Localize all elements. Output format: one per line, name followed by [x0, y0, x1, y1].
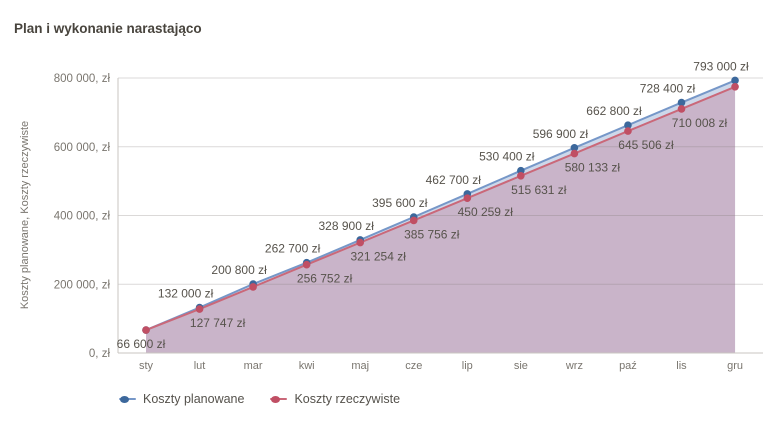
data-point-koszty-planowane-lis[interactable]: [677, 98, 686, 107]
data-point-koszty-rzeczywiste-mar[interactable]: [249, 283, 257, 291]
y-tick-label: 200 000, zł: [54, 279, 111, 291]
series-lines: [145, 79, 736, 332]
month-label-cze: cze: [405, 360, 422, 372]
data-point-koszty-rzeczywiste-lip[interactable]: [463, 194, 472, 202]
value-label-lut: 127 747 zł: [190, 316, 246, 330]
value-label-lis: 728 400 zł: [640, 82, 696, 96]
value-label-mar: 200 800 zł: [211, 263, 267, 277]
data-point-koszty-rzeczywiste-maj[interactable]: [356, 238, 365, 247]
data-point-koszty-planowane-gru[interactable]: [731, 76, 739, 85]
value-label-maj: 328 900 zł: [319, 219, 375, 233]
data-point-koszty-rzeczywiste-sie[interactable]: [517, 172, 525, 180]
area-fill-1: [146, 86, 736, 354]
data-point-koszty-rzeczywiste-cze[interactable]: [409, 216, 418, 225]
legend-item-koszty-planowane[interactable]: Koszty planowane: [119, 392, 244, 406]
value-label-lip: 462 700 zł: [426, 173, 482, 187]
chart-title: Plan i wykonanie narastająco: [14, 21, 202, 36]
y-tick-label: 400 000, zł: [54, 211, 111, 223]
series-line-0: [145, 79, 736, 332]
area-fills: [146, 80, 736, 354]
data-point-koszty-rzeczywiste-wrz[interactable]: [570, 149, 579, 158]
month-label-lut: lut: [194, 360, 206, 372]
value-label-kwi: 256 752 zł: [297, 272, 353, 286]
data-point-koszty-rzeczywiste-sty[interactable]: [142, 326, 150, 334]
value-label-wrz: 580 133 zł: [565, 161, 621, 175]
data-point-koszty-rzeczywiste-kwi[interactable]: [302, 260, 311, 269]
y-tick-label: 0, zł: [89, 348, 111, 360]
month-label-lis: lis: [676, 360, 687, 372]
series-line-1: [145, 85, 736, 332]
area-chart: 0, zł 200 000, zł 400 000, zł 600 000, zł 80…: [54, 59, 763, 372]
value-label-sie: 515 631 zł: [511, 183, 567, 197]
data-point-koszty-planowane-paź[interactable]: [624, 121, 632, 129]
data-points: [142, 76, 739, 334]
value-label-kwi: 262 700 zł: [265, 242, 321, 256]
month-label-kwi: kwi: [299, 360, 315, 372]
data-point-koszty-planowane-wrz[interactable]: [570, 144, 579, 152]
value-label-paź: 662 800 zł: [586, 104, 642, 118]
value-label-paź: 645 506 zł: [618, 138, 674, 152]
value-label-sty: 66 600 zł: [117, 337, 166, 351]
x-axis-month-labels: sty lut mar kwi maj cze lip sie wrz paź lis gru: [139, 360, 743, 372]
value-label-gru: 793 000 zł: [693, 59, 749, 73]
value-label-wrz: 596 900 zł: [533, 127, 589, 141]
value-label-maj: 321 254 zł: [351, 250, 407, 264]
month-label-sie: sie: [514, 360, 528, 372]
month-label-sty: sty: [139, 360, 154, 372]
value-label-lip: 450 259 zł: [458, 205, 514, 219]
data-point-koszty-rzeczywiste-paź[interactable]: [624, 127, 632, 135]
axes: [117, 78, 763, 354]
month-label-lip: lip: [462, 360, 473, 372]
value-label-sie: 530 400 zł: [479, 150, 535, 164]
legend-item-koszty-rzeczywiste[interactable]: Koszty rzeczywiste: [270, 392, 400, 406]
month-label-maj: maj: [351, 360, 369, 372]
month-label-wrz: wrz: [565, 360, 583, 372]
value-label-lut: 132 000 zł: [158, 287, 214, 301]
legend-label: Koszty planowane: [143, 392, 245, 406]
month-label-gru: gru: [727, 360, 743, 372]
value-labels: 66 600 zł 132 000 zł 200 800 zł 262 700 zł 3…: [117, 59, 749, 351]
data-point-koszty-rzeczywiste-lis[interactable]: [677, 105, 686, 113]
y-tick-label: 600 000, zł: [54, 142, 111, 154]
legend-marker-planowane-icon: [119, 394, 136, 404]
data-point-koszty-rzeczywiste-lut[interactable]: [195, 305, 204, 313]
y-tick-label: 800 000, zł: [54, 73, 111, 85]
legend-label: Koszty rzeczywiste: [294, 392, 401, 406]
month-label-paź: paź: [619, 360, 637, 372]
legend-marker-rzeczywiste-icon: [270, 394, 288, 404]
month-label-mar: mar: [244, 360, 263, 372]
value-label-lis: 710 008 zł: [672, 116, 728, 130]
value-label-cze: 395 600 zł: [372, 196, 428, 210]
legend: Koszty planowane Koszty rzeczywiste: [119, 392, 400, 406]
data-point-koszty-rzeczywiste-gru[interactable]: [731, 83, 739, 91]
y-axis-tick-labels: 0, zł 200 000, zł 400 000, zł 600 000, zł 80…: [54, 73, 111, 360]
value-label-cze: 385 756 zł: [404, 227, 460, 241]
